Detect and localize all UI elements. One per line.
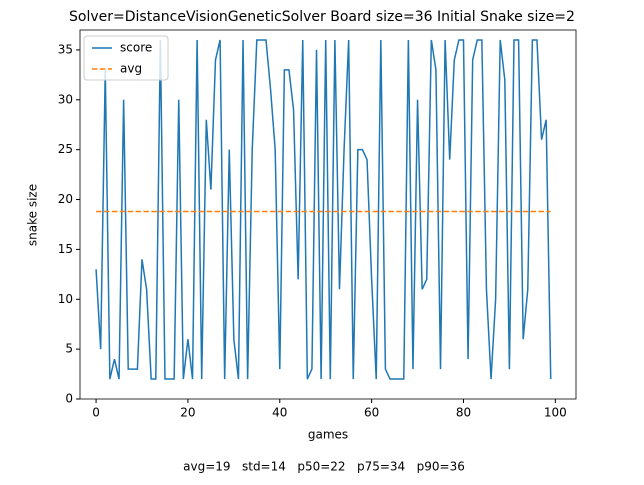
y-tick-label: 15 (58, 242, 73, 256)
footer-stats: avg=19 std=14 p50=22 p75=34 p90=36 (183, 460, 465, 474)
chart-title: Solver=DistanceVisionGeneticSolver Board… (69, 9, 575, 25)
x-tick-label: 100 (544, 406, 567, 420)
x-axis-label: games (308, 428, 348, 442)
legend-label: score (120, 41, 152, 55)
x-tick-label: 60 (364, 406, 379, 420)
legend-label: avg (120, 62, 142, 76)
x-tick-label: 80 (456, 406, 471, 420)
y-tick-label: 35 (58, 42, 73, 56)
x-tick-label: 40 (272, 406, 287, 420)
y-tick-label: 5 (65, 342, 73, 356)
y-tick-label: 10 (58, 292, 73, 306)
plot-frame (79, 29, 577, 400)
x-tick-label: 0 (92, 406, 100, 420)
series-line (95, 39, 552, 380)
y-tick-label: 0 (65, 392, 73, 406)
y-tick-label: 30 (58, 92, 73, 106)
y-tick-label: 20 (58, 192, 73, 206)
y-axis-label: snake size (26, 184, 40, 246)
y-tick-label: 25 (58, 142, 73, 156)
x-tick-label: 20 (180, 406, 195, 420)
